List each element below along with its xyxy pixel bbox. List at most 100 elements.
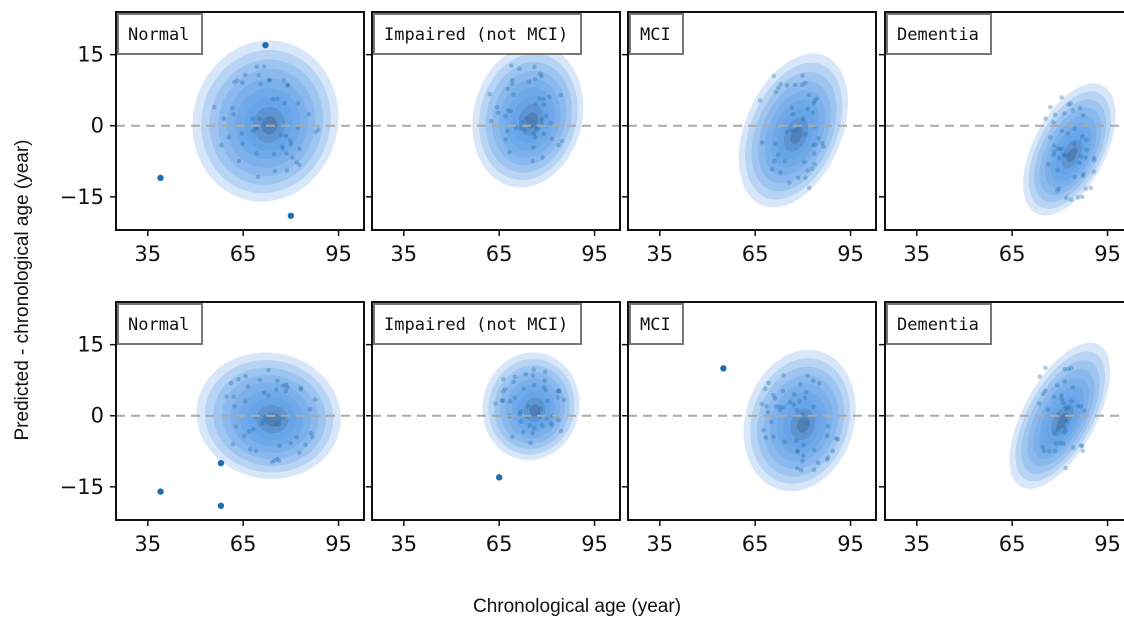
sample-point (805, 106, 810, 111)
sample-point (794, 465, 800, 471)
sample-point (771, 392, 776, 398)
sample-point (510, 434, 515, 440)
sample-point (239, 80, 245, 86)
density-contour (517, 391, 551, 428)
y-axis-label: Predicted - chronological age (year) (12, 140, 33, 441)
sample-point (816, 136, 821, 141)
sample-point (555, 389, 561, 394)
sample-point (270, 96, 276, 102)
sample-point (794, 438, 799, 444)
sample-point (544, 416, 550, 422)
sample-point (811, 101, 817, 106)
sample-point (825, 423, 831, 429)
sample-point (211, 104, 217, 110)
sample-point (254, 64, 259, 70)
sample-point (539, 117, 544, 122)
sample-point (810, 143, 816, 148)
panel-label: MCI (640, 315, 671, 335)
density-contour (783, 400, 822, 448)
sample-point (499, 398, 504, 403)
sample-point (1057, 440, 1063, 446)
density-contour (239, 390, 304, 447)
sample-point (242, 72, 248, 78)
sample-point (234, 78, 240, 83)
sample-point (557, 388, 562, 394)
density-contour (1050, 123, 1092, 182)
sample-point (537, 71, 543, 76)
x-tick-label: 65 (230, 532, 257, 556)
panel-1-4: 35 65 95 Dementia (879, 11, 1124, 266)
sample-point (1078, 404, 1084, 409)
density-contour (1056, 131, 1087, 176)
sample-point (1071, 141, 1077, 147)
sample-point (1078, 154, 1084, 159)
sample-point (509, 63, 514, 68)
sample-point (1070, 108, 1076, 113)
sample-point (1048, 104, 1053, 110)
density-contour (218, 68, 316, 177)
density-contour (209, 59, 324, 185)
outlier-point (262, 41, 269, 49)
sample-point (261, 64, 267, 69)
sample-point (1080, 443, 1085, 449)
sample-point (1052, 112, 1058, 118)
sample-point (772, 396, 778, 401)
sample-point (541, 102, 546, 108)
density-contour (758, 81, 831, 184)
outlier-point (495, 474, 503, 481)
sample-point (530, 158, 535, 164)
x-tick-label: 65 (999, 532, 1026, 556)
sample-point (257, 377, 263, 383)
sample-point (236, 377, 241, 382)
sample-point (532, 76, 538, 82)
sample-point (543, 113, 549, 119)
sample-point (1091, 155, 1097, 160)
sample-point (1061, 441, 1066, 446)
panel-label-box (886, 303, 992, 345)
density-contour (1027, 368, 1095, 467)
sample-point (1083, 155, 1089, 160)
sample-point (248, 447, 253, 452)
density-contour (764, 90, 826, 176)
sample-point (288, 441, 294, 446)
plot-area (628, 349, 876, 492)
sample-point (230, 441, 236, 447)
density-contour (777, 391, 827, 455)
sample-point (521, 386, 526, 391)
sample-point (830, 448, 836, 454)
sample-point (777, 407, 783, 413)
density-contour (756, 366, 845, 477)
sample-point (236, 158, 242, 164)
sample-point (540, 155, 545, 160)
sample-point (801, 442, 806, 448)
sample-point (520, 120, 525, 125)
sample-point (266, 367, 271, 373)
sample-point (759, 401, 765, 407)
sample-point (549, 422, 555, 428)
sample-point (815, 460, 821, 465)
sample-point (271, 151, 277, 157)
sample-point (1046, 162, 1051, 167)
sample-point (784, 83, 790, 88)
sample-point (280, 146, 286, 151)
sample-point (778, 81, 784, 87)
density-contour (1061, 139, 1083, 169)
sample-point (548, 420, 554, 426)
sample-point (777, 404, 783, 410)
density-contour (1045, 395, 1079, 444)
sample-point (1037, 401, 1042, 406)
sample-point (1065, 130, 1071, 136)
panel-label-box (629, 303, 684, 345)
sample-point (790, 111, 796, 117)
density-contour (1021, 360, 1100, 474)
outlier-point (217, 502, 225, 509)
sample-point (1091, 158, 1097, 163)
sample-point (773, 404, 779, 409)
sample-point (1061, 152, 1066, 157)
sample-point (1061, 430, 1067, 436)
sample-point (795, 449, 800, 455)
sample-point (812, 98, 817, 104)
sample-point (500, 398, 506, 404)
sample-point (272, 458, 277, 463)
sample-point (280, 383, 286, 388)
